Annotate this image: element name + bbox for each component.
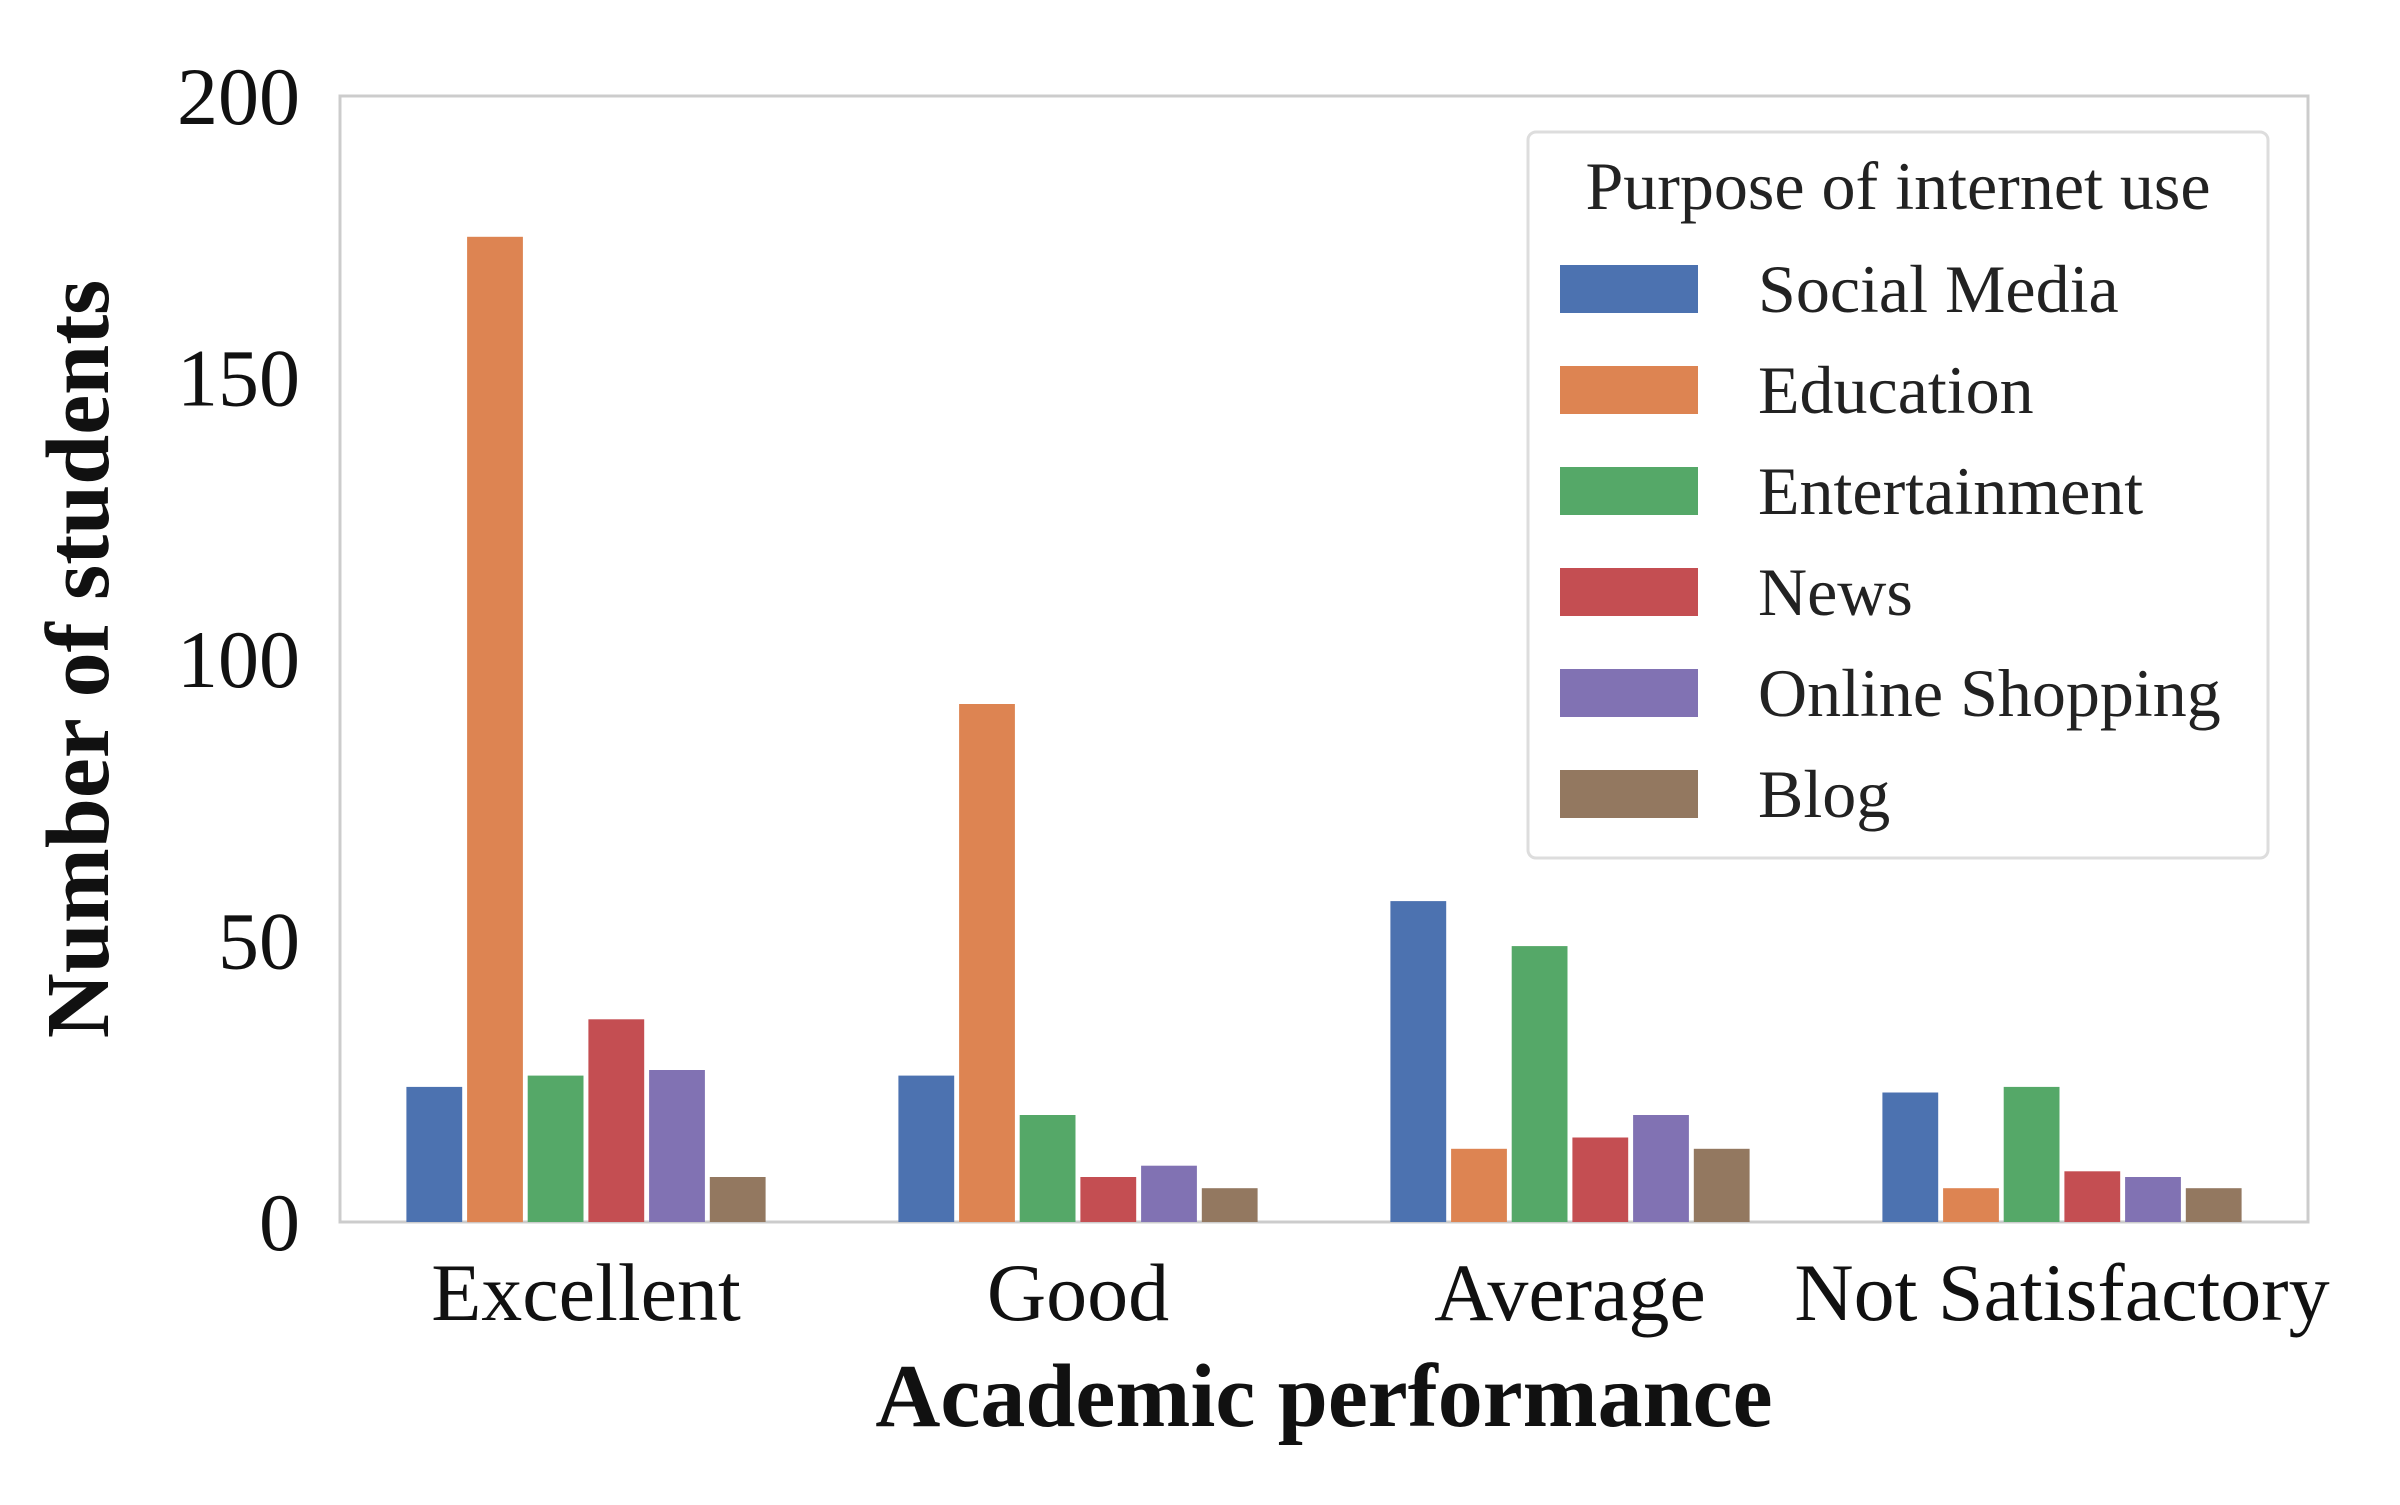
bar-education-average xyxy=(1451,1148,1507,1222)
bar-social-media-average xyxy=(1390,901,1447,1222)
legend-label: Entertainment xyxy=(1758,453,2143,529)
legend: Purpose of internet use Social Media Educ… xyxy=(1526,130,2270,860)
legend-label: Social Media xyxy=(1758,251,2119,327)
legend-swatch-news xyxy=(1560,568,1698,616)
bar-online-shopping-not-satisfactory xyxy=(2125,1177,2181,1222)
bar-education-not-satisfactory xyxy=(1943,1188,1999,1222)
bar-education-good xyxy=(959,704,1015,1222)
legend-items: Social Media Education Entertainment News On… xyxy=(1560,251,2221,832)
bar-social-media-not-satisfactory xyxy=(1882,1092,1939,1222)
x-axis-ticks: Excellent Good Average Not Satisfactory xyxy=(431,1247,2329,1338)
legend-swatch-blog xyxy=(1560,770,1698,818)
y-tick-label: 150 xyxy=(177,333,300,424)
bar-social-media-good xyxy=(898,1075,955,1222)
bar-news-not-satisfactory xyxy=(2064,1171,2121,1222)
legend-box xyxy=(1526,130,2270,860)
bar-news-average xyxy=(1572,1137,1629,1222)
bar-online-shopping-good xyxy=(1141,1165,1197,1222)
bar-education-excellent xyxy=(467,236,523,1223)
legend-swatch-entertainment xyxy=(1560,467,1698,515)
legend-title: Purpose of internet use xyxy=(1585,148,2210,224)
x-tick-label: Excellent xyxy=(431,1247,741,1338)
bar-online-shopping-average xyxy=(1633,1115,1689,1222)
y-tick-label: 100 xyxy=(177,614,300,705)
bar-blog-good xyxy=(1201,1188,1258,1222)
bar-entertainment-not-satisfactory xyxy=(2003,1086,2060,1222)
bar-social-media-excellent xyxy=(406,1086,463,1222)
bars-group xyxy=(406,236,2242,1223)
bar-news-good xyxy=(1080,1177,1137,1222)
bar-entertainment-average xyxy=(1511,946,1568,1222)
x-tick-label: Not Satisfactory xyxy=(1794,1247,2329,1338)
bar-blog-excellent xyxy=(709,1177,766,1222)
bar-online-shopping-excellent xyxy=(649,1070,705,1222)
legend-label: Education xyxy=(1758,352,2034,428)
legend-label: Blog xyxy=(1758,756,1890,832)
y-axis-ticks: 0 50 100 150 200 xyxy=(177,51,300,1268)
bar-blog-not-satisfactory xyxy=(2185,1188,2242,1222)
legend-swatch-online-shopping xyxy=(1560,669,1698,717)
y-tick-label: 200 xyxy=(177,51,300,142)
bar-blog-average xyxy=(1693,1148,1750,1222)
y-tick-label: 50 xyxy=(218,896,300,987)
x-axis-title: Academic performance xyxy=(875,1347,1772,1446)
bar-news-excellent xyxy=(588,1019,645,1222)
bar-entertainment-good xyxy=(1019,1115,1076,1222)
legend-label: News xyxy=(1758,554,1913,630)
y-tick-label: 0 xyxy=(259,1177,300,1268)
x-tick-label: Average xyxy=(1434,1247,1706,1338)
legend-swatch-social-media xyxy=(1560,265,1698,313)
legend-swatch-education xyxy=(1560,366,1698,414)
x-tick-label: Good xyxy=(987,1247,1169,1338)
y-axis-title: Number of students xyxy=(29,280,128,1038)
legend-label: Online Shopping xyxy=(1758,655,2221,731)
bar-entertainment-excellent xyxy=(527,1075,584,1222)
